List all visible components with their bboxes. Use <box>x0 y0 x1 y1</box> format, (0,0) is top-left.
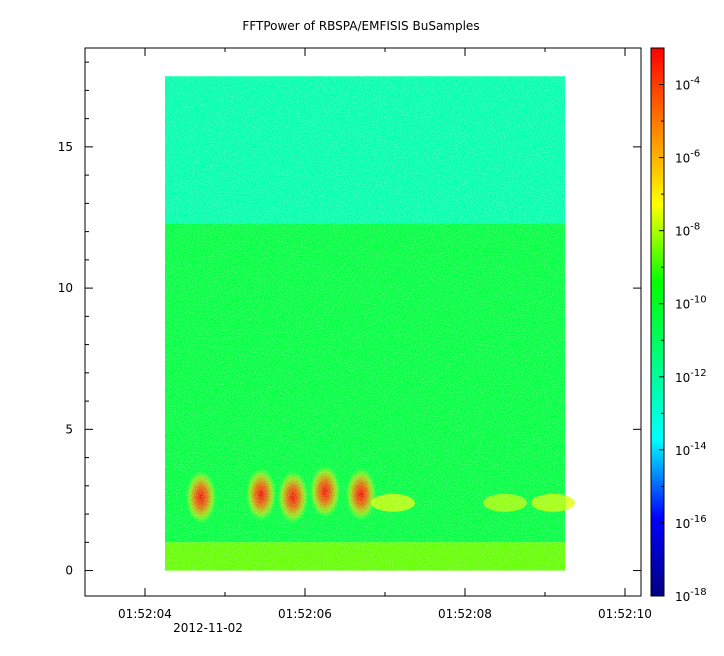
colorbar-tick-label-5: 10-14 <box>675 441 707 458</box>
colorbar-tick-label-0: 10-4 <box>675 76 700 93</box>
x-tick-label-3: 01:52:10 <box>598 607 652 621</box>
x-tick-label-1: 01:52:06 <box>278 607 332 621</box>
colorbar-tick-label-7: 10-18 <box>675 587 707 604</box>
colorbar: 10-4 10-6 10-8 10-10 10-12 10-14 10-16 10-18 <box>650 47 707 604</box>
y-tick-label-3: 15 <box>58 140 73 154</box>
y-tick-label-0: 0 <box>65 564 73 578</box>
y-tick-label-2: 10 <box>58 281 73 295</box>
y-axis: 0 5 10 15 <box>58 61 641 578</box>
colorbar-tick-label-6: 10-16 <box>675 514 707 531</box>
y-tick-label-1: 5 <box>65 422 73 436</box>
colorbar-tick-label-3: 10-10 <box>675 295 707 312</box>
colorbar-ticks: 10-4 10-6 10-8 10-10 10-12 10-14 10-16 10-18 <box>659 47 707 604</box>
noise-texture <box>165 76 565 571</box>
colorbar-tick-label-1: 10-6 <box>675 149 700 166</box>
x-axis: 01:52:04 01:52:06 01:52:08 01:52:10 <box>118 48 652 621</box>
x-tick-label-2: 01:52:08 <box>438 607 492 621</box>
x-date-label: 2012-11-02 <box>173 621 243 635</box>
colorbar-tick-label-2: 10-8 <box>675 222 700 239</box>
plot-area: 0 5 10 15 01:52:04 01:52:06 01:52:08 01:52:10 <box>58 47 652 621</box>
colorbar-gradient <box>650 47 665 597</box>
x-tick-label-0: 01:52:04 <box>118 607 172 621</box>
chart-title: FFTPower of RBSPA/EMFISIS BuSamples <box>242 19 479 33</box>
colorbar-tick-label-4: 10-12 <box>675 368 707 385</box>
